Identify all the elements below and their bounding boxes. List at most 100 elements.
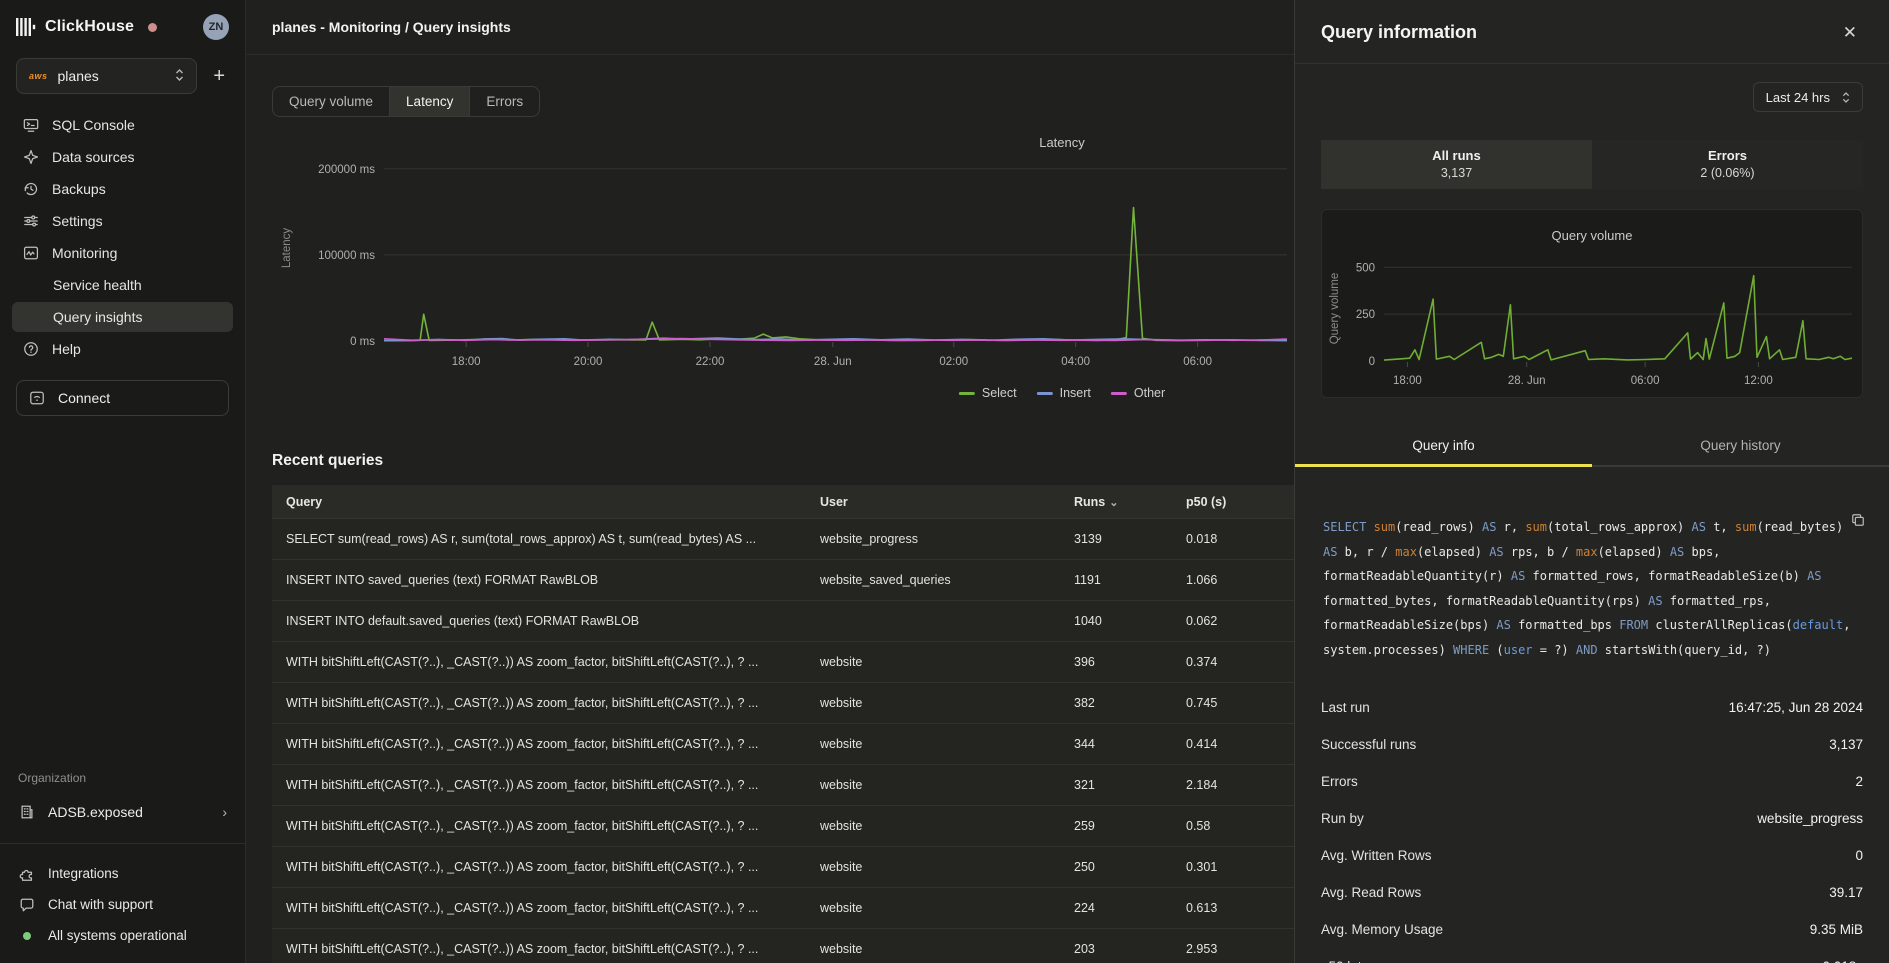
- status-green-dot: [23, 931, 31, 940]
- tab-query-info[interactable]: Query info: [1295, 428, 1592, 467]
- stat-label: Run by: [1321, 810, 1364, 826]
- svg-text:0: 0: [1369, 356, 1375, 368]
- segment-errors[interactable]: Errors 2 (0.06%): [1592, 140, 1863, 189]
- column-header-user[interactable]: User: [806, 485, 1060, 519]
- service-selector[interactable]: aws planes: [16, 58, 198, 94]
- table-row[interactable]: WITH bitShiftLeft(CAST(?..), _CAST(?..))…: [272, 682, 1294, 724]
- table-row[interactable]: SELECT sum(read_rows) AS r, sum(total_ro…: [272, 518, 1294, 560]
- cell-p50: 2.953: [1172, 928, 1286, 963]
- segment-value: 2 (0.06%): [1700, 166, 1755, 180]
- cell-user: website: [806, 682, 1060, 724]
- svg-text:28. Jun: 28. Jun: [814, 356, 852, 368]
- sidebar-item-settings[interactable]: Settings: [12, 206, 233, 236]
- chat-bubble-icon: [18, 896, 36, 914]
- table-row[interactable]: WITH bitShiftLeft(CAST(?..), _CAST(?..))…: [272, 641, 1294, 683]
- legend-select[interactable]: Select: [958, 386, 1017, 400]
- legend-swatch: [1036, 391, 1053, 395]
- legend-insert[interactable]: Insert: [1036, 386, 1091, 400]
- query-information-panel: Query information ✕ Last 24 hrs All runs…: [1294, 0, 1889, 963]
- cell-avg: 0: [1286, 559, 1294, 601]
- sidebar-item-backups[interactable]: Backups: [12, 174, 233, 204]
- copy-icon[interactable]: [1851, 513, 1865, 530]
- connect-button[interactable]: Connect: [16, 380, 229, 416]
- cell-p50: 0.374: [1172, 641, 1286, 683]
- cell-runs: 3139: [1060, 518, 1172, 560]
- legend-label: Select: [981, 386, 1017, 400]
- sidebar-item-sql-console[interactable]: SQL Console: [12, 110, 233, 140]
- query-volume-chart: 500 250 0 18:00 28. Jun 06:00 12:00 Query volum…: [1329, 228, 1853, 387]
- legend-other[interactable]: Other: [1110, 386, 1165, 400]
- divider: [0, 843, 245, 844]
- column-header-query[interactable]: Query: [272, 485, 806, 519]
- cell-user: website: [806, 764, 1060, 806]
- cell-query: WITH bitShiftLeft(CAST(?..), _CAST(?..))…: [272, 805, 806, 847]
- sidebar-item-monitoring[interactable]: Monitoring: [12, 238, 233, 268]
- breadcrumb: planes - Monitoring / Query insights: [272, 19, 511, 35]
- stat-label: Avg. Read Rows: [1321, 884, 1422, 900]
- cell-p50: 1.066: [1172, 559, 1286, 601]
- cell-avg: 0: [1286, 887, 1294, 929]
- svg-text:22:00: 22:00: [696, 356, 725, 368]
- page-header: planes - Monitoring / Query insights: [246, 0, 1294, 55]
- chart-tabs: Query volume Latency Errors: [272, 86, 541, 117]
- table-row[interactable]: WITH bitShiftLeft(CAST(?..), _CAST(?..))…: [272, 805, 1294, 847]
- tab-query-history[interactable]: Query history: [1700, 438, 1781, 453]
- svg-text:Latency: Latency: [281, 228, 293, 269]
- add-service-button[interactable]: +: [209, 64, 229, 88]
- column-header-avg[interactable]: Avg.: [1286, 485, 1294, 519]
- close-icon[interactable]: ✕: [1837, 23, 1863, 42]
- table-row[interactable]: WITH bitShiftLeft(CAST(?..), _CAST(?..))…: [272, 764, 1294, 806]
- table-row[interactable]: WITH bitShiftLeft(CAST(?..), _CAST(?..))…: [272, 846, 1294, 888]
- stat-row-avg-written-rows: Avg. Written Rows 0: [1321, 837, 1863, 874]
- tab-errors[interactable]: Errors: [469, 87, 539, 116]
- stat-value: 3,137: [1829, 736, 1863, 752]
- column-header-p50-s[interactable]: p50 (s): [1172, 485, 1286, 519]
- sidebar-item-query-insights[interactable]: Query insights: [12, 302, 233, 332]
- organization-item[interactable]: ADSB.exposed ›: [0, 797, 245, 827]
- panel-title: Query information: [1321, 22, 1478, 42]
- history-icon: [22, 180, 40, 198]
- table-row[interactable]: INSERT INTO saved_queries (text) FORMAT …: [272, 559, 1294, 601]
- cell-user: website_progress: [806, 518, 1060, 560]
- sidebar-item-help[interactable]: Help: [12, 334, 233, 364]
- sidebar-item-service-health[interactable]: Service health: [12, 270, 233, 300]
- help-icon: [22, 340, 40, 358]
- table-row[interactable]: WITH bitShiftLeft(CAST(?..), _CAST(?..))…: [272, 723, 1294, 765]
- table-row[interactable]: WITH bitShiftLeft(CAST(?..), _CAST(?..))…: [272, 928, 1294, 963]
- time-range-value: Last 24 hrs: [1765, 89, 1830, 105]
- table-row[interactable]: WITH bitShiftLeft(CAST(?..), _CAST(?..))…: [272, 887, 1294, 929]
- sidebar-item-integrations[interactable]: Integrations: [0, 858, 245, 889]
- cell-query: SELECT sum(read_rows) AS r, sum(total_ro…: [272, 518, 806, 560]
- cell-avg: 0: [1286, 641, 1294, 683]
- sort-descending-icon: ⌄: [1109, 496, 1119, 509]
- svg-text:0 ms: 0 ms: [350, 336, 375, 348]
- time-range-select[interactable]: Last 24 hrs: [1752, 82, 1863, 112]
- sidebar-item-data-sources[interactable]: Data sources: [12, 142, 233, 172]
- cell-runs: 1191: [1060, 559, 1172, 601]
- cell-avg: 0: [1286, 723, 1294, 765]
- segment-all-runs[interactable]: All runs 3,137: [1321, 140, 1592, 189]
- stat-row-errors: Errors 2: [1321, 763, 1863, 800]
- tab-latency[interactable]: Latency: [389, 87, 470, 116]
- table-row[interactable]: INSERT INTO default.saved_queries (text)…: [272, 600, 1294, 642]
- cell-p50: 0.58: [1172, 805, 1286, 847]
- svg-text:18:00: 18:00: [1393, 375, 1422, 387]
- sliders-icon: [22, 212, 40, 230]
- system-status-item[interactable]: All systems operational: [0, 920, 245, 951]
- stat-label: Last run: [1321, 699, 1370, 715]
- avatar[interactable]: ZN: [203, 14, 229, 40]
- cell-user: [806, 600, 1060, 642]
- notification-dot: [148, 22, 158, 32]
- sidebar-item-chat-support[interactable]: Chat with support: [0, 889, 245, 920]
- cell-p50: 0.414: [1172, 723, 1286, 765]
- column-header-runs[interactable]: Runs ⌄: [1060, 485, 1172, 519]
- building-icon: [18, 803, 36, 821]
- cell-runs: 344: [1060, 723, 1172, 765]
- stat-label: p50 latency: [1321, 959, 1390, 963]
- svg-text:02:00: 02:00: [939, 356, 968, 368]
- tab-query-volume[interactable]: Query volume: [273, 87, 389, 116]
- stat-value: website_progress: [1757, 810, 1863, 826]
